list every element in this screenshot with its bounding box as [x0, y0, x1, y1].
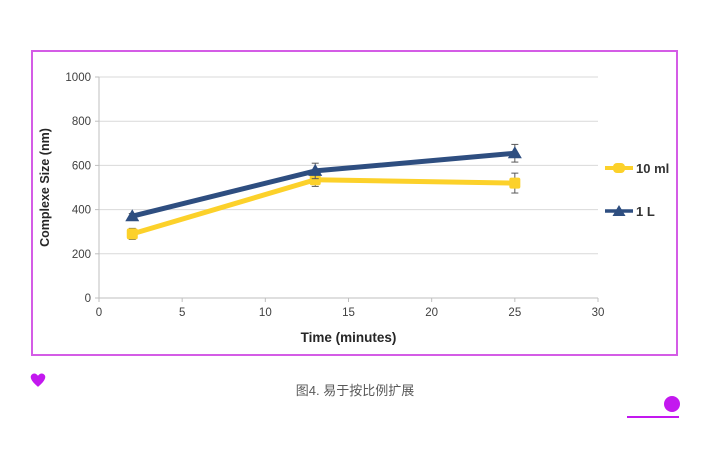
legend-item-10ml: 10 ml [604, 157, 669, 179]
x-tick-labels: 0 5 10 15 20 25 30 [96, 298, 605, 319]
x-axis-title: Time (minutes) [301, 330, 397, 345]
svg-text:15: 15 [342, 307, 355, 319]
legend-marker-square-icon [605, 163, 633, 173]
legend-item-1l: 1 L [604, 200, 669, 222]
svg-text:10: 10 [259, 307, 272, 319]
svg-text:5: 5 [179, 307, 185, 319]
svg-text:800: 800 [72, 116, 91, 128]
svg-text:0: 0 [96, 307, 102, 319]
y-tick-labels: 0 200 400 600 800 1000 [65, 72, 99, 305]
series-1-l-markers [125, 146, 522, 222]
svg-text:30: 30 [592, 307, 605, 319]
svg-text:20: 20 [425, 307, 438, 319]
scalability-line-chart: 0 200 400 600 800 1000 0 5 10 15 20 25 30 Time (minut… [38, 72, 605, 345]
series-1-l-line [129, 150, 518, 219]
series-10-ml-markers [126, 174, 521, 240]
circle-decoration-icon [664, 396, 680, 412]
legend-label-10ml: 10 ml [636, 160, 670, 176]
gridlines [99, 76, 598, 255]
series-10-ml-line [129, 177, 518, 237]
legend-marker-triangle-icon [605, 205, 633, 216]
legend-label-1l: 1 L [636, 203, 655, 219]
axes [98, 77, 598, 299]
series-1-l [125, 143, 522, 222]
svg-text:1000: 1000 [65, 72, 91, 84]
series-10-ml [126, 172, 521, 240]
heart-shape [30, 373, 46, 387]
underline-decoration [627, 416, 679, 418]
svg-text:25: 25 [508, 307, 521, 319]
heart-icon [30, 373, 46, 387]
svg-text:400: 400 [72, 205, 91, 217]
svg-text:200: 200 [72, 249, 91, 261]
figure-caption: 图4. 易于按比例扩展 [295, 383, 415, 398]
svg-text:0: 0 [85, 293, 91, 305]
svg-text:600: 600 [72, 160, 91, 172]
y-axis-title: Complexe Size (nm) [38, 128, 52, 247]
chart-legend: 10 ml 1 L [604, 157, 669, 222]
figure-frame: 0 200 400 600 800 1000 0 5 10 15 20 25 30 Time (minut… [31, 50, 678, 356]
